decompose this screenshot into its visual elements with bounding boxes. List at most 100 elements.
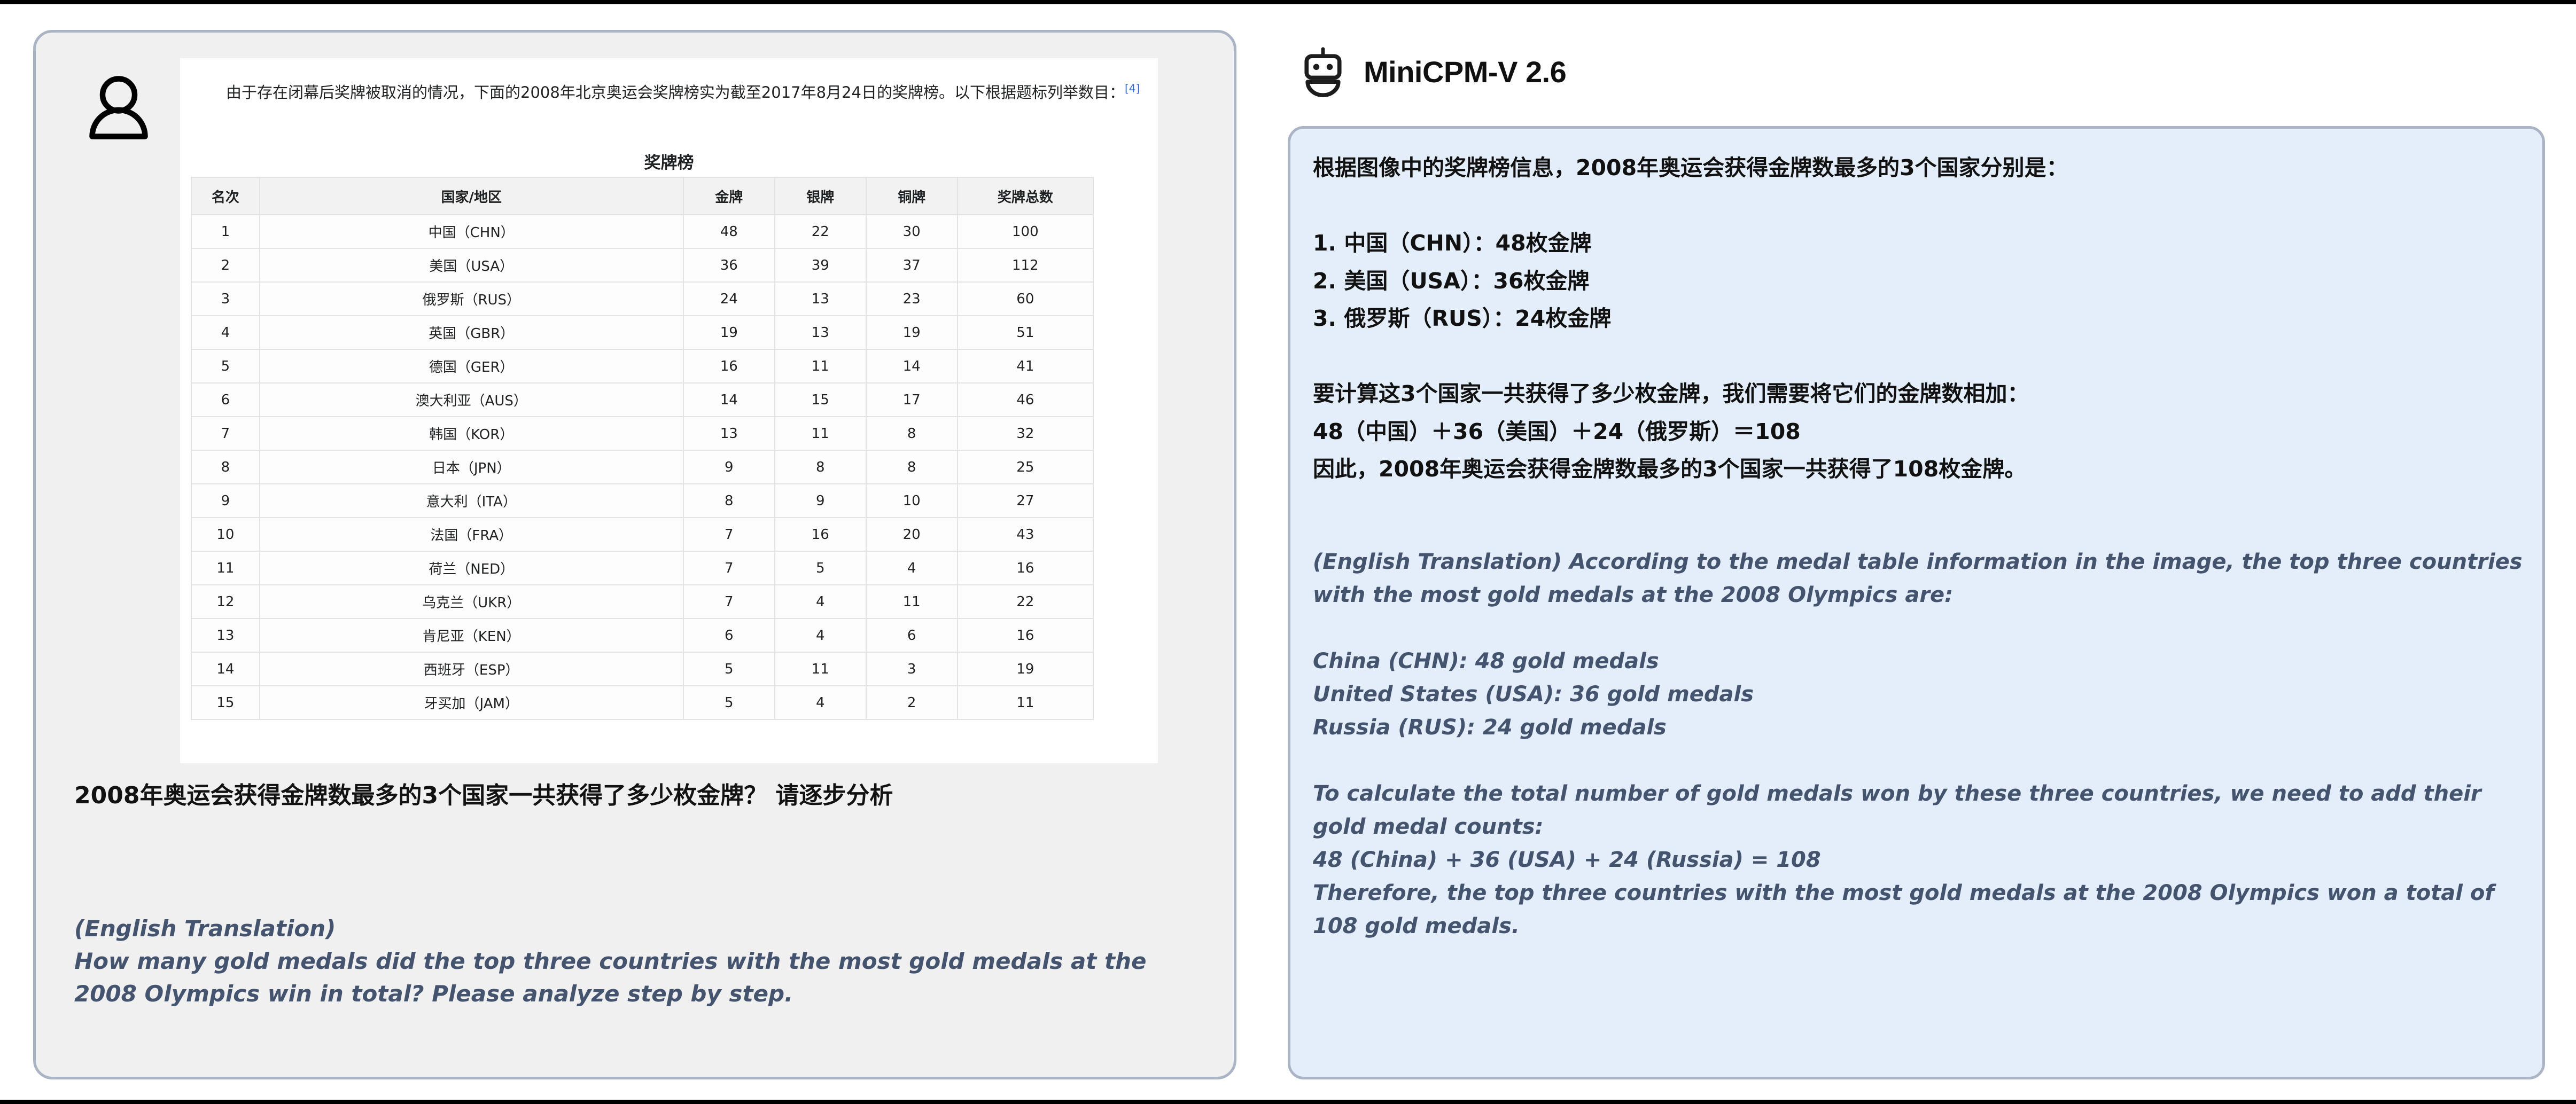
cell-bronze: 8 — [865, 450, 958, 484]
cell-gold: 8 — [682, 483, 775, 518]
cell-silver: 13 — [774, 315, 867, 350]
table-row: 7 韩国（KOR） 13 11 8 32 — [191, 416, 1094, 451]
cell-silver: 13 — [774, 281, 867, 316]
cell-gold: 6 — [682, 618, 775, 653]
table-row: 14 西班牙（ESP） 5 11 3 19 — [191, 652, 1094, 686]
table-row: 2 美国（USA） 36 39 37 112 — [191, 248, 1094, 283]
cell-country: 日本（JPN） — [259, 450, 684, 484]
table-row: 4 英国（GBR） 19 13 19 51 — [191, 315, 1094, 350]
citation-link[interactable]: [4] — [1124, 82, 1140, 95]
cell-silver: 15 — [774, 382, 867, 417]
cell-silver: 22 — [774, 214, 867, 249]
cell-rank: 2 — [191, 248, 260, 283]
cell-bronze: 23 — [865, 281, 958, 316]
cell-country: 澳大利亚（AUS） — [259, 382, 684, 417]
translation-label: (English Translation) — [74, 915, 336, 942]
cell-rank: 3 — [191, 281, 260, 316]
cell-silver: 9 — [774, 483, 867, 518]
cell-gold: 48 — [682, 214, 775, 249]
cell-bronze: 6 — [865, 618, 958, 653]
medal-table-body: 1 中国（CHN） 48 22 30 100 2 美国（USA） 36 39 37 112 3 俄罗斯（R… — [191, 214, 1094, 720]
column-header-total: 奖牌总数 — [956, 177, 1094, 215]
cell-total: 51 — [956, 315, 1094, 350]
table-row: 13 肯尼亚（KEN） 6 4 6 16 — [191, 618, 1094, 653]
cell-total: 32 — [956, 416, 1094, 451]
table-row: 6 澳大利亚（AUS） 14 15 17 46 — [191, 382, 1094, 417]
cell-rank: 1 — [191, 214, 260, 249]
cell-bronze: 8 — [865, 416, 958, 451]
cell-total: 19 — [956, 652, 1094, 686]
cell-silver: 11 — [774, 652, 867, 686]
cell-gold: 7 — [682, 584, 775, 619]
table-row: 8 日本（JPN） 9 8 8 25 — [191, 450, 1094, 484]
cell-bronze: 17 — [865, 382, 958, 417]
cell-gold: 5 — [682, 685, 775, 720]
cell-rank: 6 — [191, 382, 260, 417]
cell-bronze: 14 — [865, 349, 958, 383]
cell-total: 100 — [956, 214, 1094, 249]
cell-bronze: 10 — [865, 483, 958, 518]
cell-country: 俄罗斯（RUS） — [259, 281, 684, 316]
cell-total: 46 — [956, 382, 1094, 417]
column-header-gold: 金牌 — [682, 177, 775, 215]
cell-silver: 5 — [774, 551, 867, 585]
cell-total: 27 — [956, 483, 1094, 518]
cell-silver: 16 — [774, 517, 867, 552]
assistant-answer-english-translation: (English Translation) According to the m… — [1313, 550, 2523, 938]
cell-gold: 7 — [682, 551, 775, 585]
cell-total: 43 — [956, 517, 1094, 552]
cell-country: 乌克兰（UKR） — [259, 584, 684, 619]
conversation-page: 由于存在闭幕后奖牌被取消的情况，下面的2008年北京奥运会奖牌榜实为截至2017… — [0, 4, 2576, 1100]
cell-rank: 13 — [191, 618, 260, 653]
cell-rank: 4 — [191, 315, 260, 350]
translation-body: How many gold medals did the top three c… — [74, 948, 1147, 1007]
assistant-answer-card: 根据图像中的奖牌榜信息，2008年奥运会获得金牌数最多的3个国家分别是： 1. … — [1288, 126, 2545, 1079]
cell-bronze: 19 — [865, 315, 958, 350]
table-row: 5 德国（GER） 16 11 14 41 — [191, 349, 1094, 383]
table-header-row: 名次 国家/地区 金牌 银牌 铜牌 奖牌总数 — [191, 177, 1094, 215]
cell-total: 22 — [956, 584, 1094, 619]
table-caption: 奖牌榜 — [644, 153, 694, 173]
embedded-wiki-screenshot: 由于存在闭幕后奖牌被取消的情况，下面的2008年北京奥运会奖牌榜实为截至2017… — [180, 58, 1158, 763]
cell-silver: 11 — [774, 416, 867, 451]
user-question-english-translation: (English Translation) How many gold medal… — [74, 913, 1164, 1011]
cell-total: 112 — [956, 248, 1094, 283]
cell-country: 法国（FRA） — [259, 517, 684, 552]
cell-rank: 8 — [191, 450, 260, 484]
cell-total: 60 — [956, 281, 1094, 316]
cell-gold: 24 — [682, 281, 775, 316]
cell-bronze: 11 — [865, 584, 958, 619]
cell-bronze: 4 — [865, 551, 958, 585]
cell-silver: 8 — [774, 450, 867, 484]
cell-total: 11 — [956, 685, 1094, 720]
table-row: 3 俄罗斯（RUS） 24 13 23 60 — [191, 281, 1094, 316]
embedded-paragraph: 由于存在闭幕后奖牌被取消的情况，下面的2008年北京奥运会奖牌榜实为截至2017… — [195, 79, 1143, 107]
cell-gold: 36 — [682, 248, 775, 283]
cell-total: 41 — [956, 349, 1094, 383]
cell-gold: 16 — [682, 349, 775, 383]
cell-gold: 14 — [682, 382, 775, 417]
table-row: 12 乌克兰（UKR） 7 4 11 22 — [191, 584, 1094, 619]
cell-bronze: 30 — [865, 214, 958, 249]
cell-total: 16 — [956, 618, 1094, 653]
cell-bronze: 37 — [865, 248, 958, 283]
cell-country: 西班牙（ESP） — [259, 652, 684, 686]
cell-rank: 14 — [191, 652, 260, 686]
cell-country: 英国（GBR） — [259, 315, 684, 350]
cell-rank: 15 — [191, 685, 260, 720]
column-header-rank: 名次 — [191, 177, 260, 215]
table-row: 10 法国（FRA） 7 16 20 43 — [191, 517, 1094, 552]
cell-rank: 11 — [191, 551, 260, 585]
cell-total: 25 — [956, 450, 1094, 484]
cell-rank: 10 — [191, 517, 260, 552]
cell-country: 肯尼亚（KEN） — [259, 618, 684, 653]
cell-silver: 4 — [774, 685, 867, 720]
cell-country: 荷兰（NED） — [259, 551, 684, 585]
table-row: 15 牙买加（JAM） 5 4 2 11 — [191, 685, 1094, 720]
cell-rank: 12 — [191, 584, 260, 619]
cell-gold: 19 — [682, 315, 775, 350]
table-row: 11 荷兰（NED） 7 5 4 16 — [191, 551, 1094, 585]
cell-country: 意大利（ITA） — [259, 483, 684, 518]
table-row: 1 中国（CHN） 48 22 30 100 — [191, 214, 1094, 249]
cell-country: 中国（CHN） — [259, 214, 684, 249]
